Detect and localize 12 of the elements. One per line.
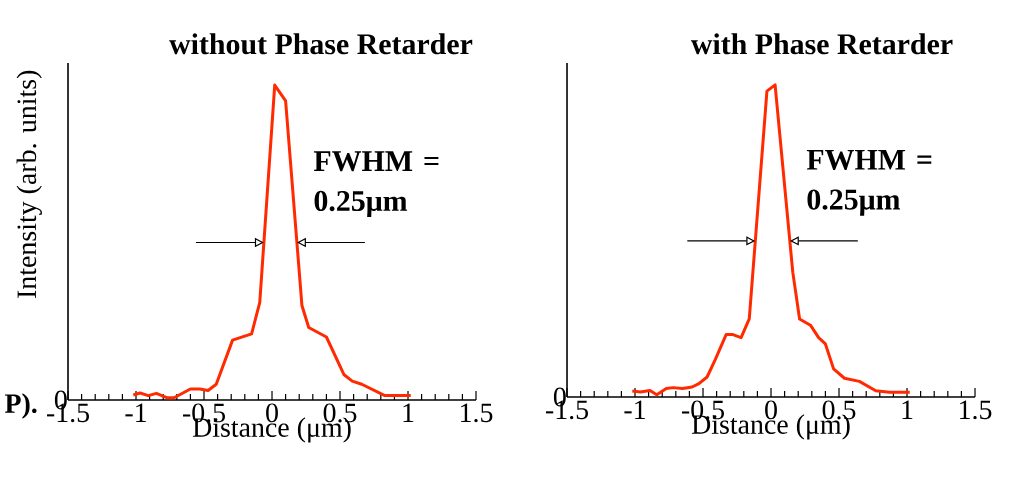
y-axis-title: Intensity (arb. units) xyxy=(16,70,42,298)
x-tick-label: -1 xyxy=(125,403,146,422)
annotation: FWHM = 0.25μm xyxy=(313,151,439,218)
chart-title: with Phase Retarder xyxy=(690,33,953,55)
x-tick-label: 1 xyxy=(902,400,913,419)
annotation: FWHM = 0.25μm xyxy=(806,149,932,216)
x-tick-label: 1.5 xyxy=(461,403,493,423)
x-tick-label: 1.5 xyxy=(960,400,992,420)
x-tick-label: -1 xyxy=(624,400,645,419)
x-tick-label: 1 xyxy=(403,403,414,422)
chart-title: without Phase Retarder xyxy=(169,33,473,55)
text: P). xyxy=(4,393,37,419)
